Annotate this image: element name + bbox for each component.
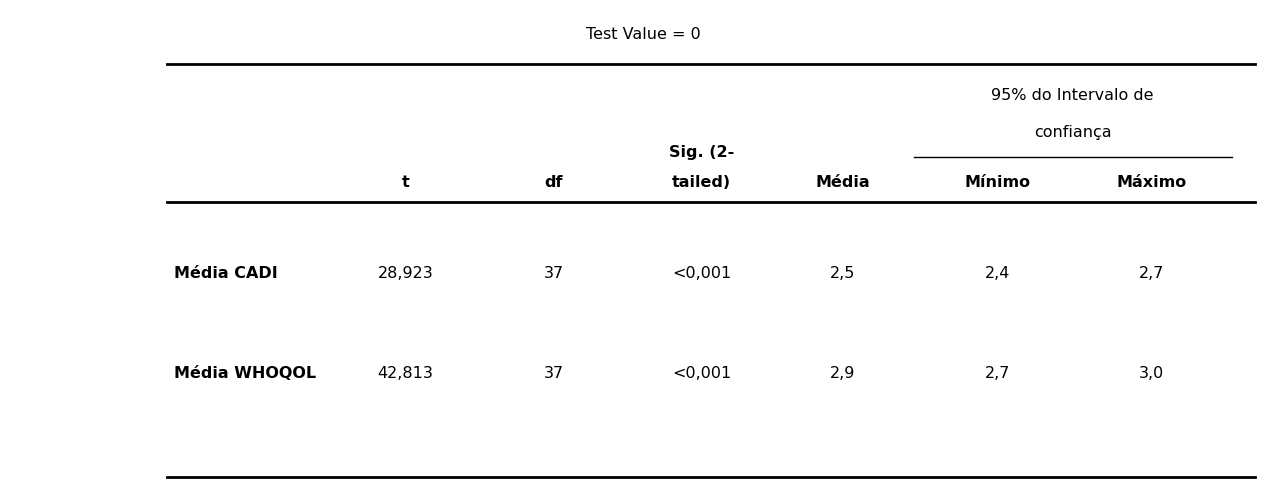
Text: <0,001: <0,001 [672, 266, 731, 280]
Text: tailed): tailed) [672, 175, 731, 189]
Text: Mínimo: Mínimo [964, 175, 1031, 189]
Text: Média: Média [816, 175, 870, 189]
Text: Média CADI: Média CADI [174, 266, 278, 280]
Text: 95% do Intervalo de: 95% do Intervalo de [991, 89, 1154, 103]
Text: 2,7: 2,7 [1139, 266, 1165, 280]
Text: t: t [402, 175, 409, 189]
Text: 37: 37 [543, 266, 564, 280]
Text: 28,923: 28,923 [377, 266, 434, 280]
Text: 42,813: 42,813 [377, 367, 434, 381]
Text: confiança: confiança [1033, 125, 1112, 140]
Text: 2,9: 2,9 [830, 367, 856, 381]
Text: df: df [544, 175, 562, 189]
Text: Sig. (2-: Sig. (2- [669, 145, 734, 160]
Text: Média WHOQOL: Média WHOQOL [174, 367, 315, 381]
Text: 2,5: 2,5 [830, 266, 856, 280]
Text: Máximo: Máximo [1117, 175, 1187, 189]
Text: 2,7: 2,7 [985, 367, 1010, 381]
Text: 37: 37 [543, 367, 564, 381]
Text: 3,0: 3,0 [1139, 367, 1165, 381]
Text: Test Value = 0: Test Value = 0 [586, 27, 701, 42]
Text: <0,001: <0,001 [672, 367, 731, 381]
Text: 2,4: 2,4 [985, 266, 1010, 280]
